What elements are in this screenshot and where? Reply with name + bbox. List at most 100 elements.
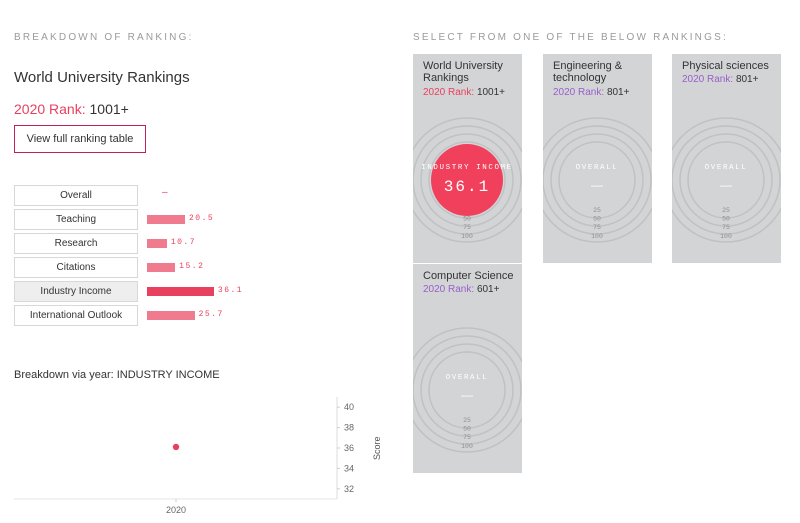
data-point (172, 443, 180, 451)
card-rank-year: 2020 Rank: (682, 74, 736, 85)
card-metric-label: INDUSTRY INCOME (421, 164, 513, 172)
y-tick-label: 36 (344, 443, 354, 453)
metric-value: 20.5 (189, 214, 215, 223)
metric-value: 25.7 (198, 310, 224, 319)
ranking-card[interactable]: World University Rankings 2020 Rank: 1001… (413, 54, 522, 263)
y-tick-label: 32 (344, 484, 354, 494)
ring-label: 25 (463, 417, 471, 424)
card-title: Engineering & technology (553, 60, 623, 84)
ring (543, 125, 652, 235)
card-metric-value: — (591, 178, 603, 192)
ring-label: 50 (593, 216, 601, 223)
y-tick-label: 34 (344, 463, 354, 473)
metric-value: 10.7 (170, 238, 197, 247)
ring-label: 25 (593, 207, 601, 214)
card-rank-value: 601+ (476, 284, 500, 295)
card-title: World University Rankings (423, 60, 503, 84)
card-title: Computer Science (423, 270, 514, 282)
ranking-card[interactable]: Computer Science 2020 Rank: 601+ OVERALL — 2… (413, 264, 522, 473)
ring (687, 141, 765, 219)
card-rank-year: 2020 Rank: (423, 87, 477, 98)
ring (558, 141, 636, 219)
card-rank: 2020 Rank: 1001+ (423, 87, 505, 98)
ranking-title: World University Rankings (14, 69, 190, 86)
card-metric-label: OVERALL (576, 164, 619, 172)
ring-label: 50 (463, 216, 471, 223)
card-rank-value: 801+ (735, 74, 759, 85)
ring-label: 75 (463, 434, 471, 441)
ranking-card[interactable]: Physical sciences 2020 Rank: 801+ OVERALL —… (672, 54, 781, 263)
ring (672, 125, 781, 235)
metric-row[interactable]: Citations 15.2 (14, 257, 274, 279)
view-full-ranking-table-button[interactable]: View full ranking table (14, 125, 146, 153)
rank-line: 2020 Rank: 1001+ (14, 101, 129, 117)
card-metric-value: 36.1 (444, 178, 490, 196)
metric-bar (147, 287, 214, 296)
ring (428, 141, 506, 219)
metric-label[interactable]: International Outlook (14, 305, 138, 326)
card-rank-year: 2020 Rank: (553, 87, 607, 98)
metric-bar (147, 311, 195, 320)
metric-label[interactable]: Overall (14, 185, 138, 206)
y-tick-label: 38 (344, 423, 354, 433)
ranking-card[interactable]: Engineering & technology 2020 Rank: 801+ O… (543, 54, 652, 263)
card-title: Physical sciences (682, 60, 769, 72)
ring-label: 100 (591, 233, 603, 240)
ring-label: 100 (461, 443, 473, 450)
card-metric-label: OVERALL (705, 164, 748, 172)
metric-row[interactable]: Industry Income 36.1 (14, 281, 274, 303)
metric-label[interactable]: Teaching (14, 209, 138, 230)
rank-year-label: 2020 Rank: (14, 101, 86, 117)
ring-label: 100 (720, 233, 732, 240)
metric-label[interactable]: Research (14, 233, 138, 254)
select-rankings-heading: SELECT FROM ONE OF THE BELOW RANKINGS: (413, 32, 728, 43)
metric-label[interactable]: Industry Income (14, 281, 138, 302)
score-circle (431, 144, 503, 216)
breakdown-heading: BREAKDOWN OF RANKING: (14, 32, 194, 43)
metric-label[interactable]: Citations (14, 257, 138, 278)
ring (672, 117, 781, 243)
y-axis-label: Score (372, 436, 382, 460)
ring (420, 133, 514, 227)
metric-row[interactable]: Research 10.7 (14, 233, 274, 255)
metric-bar (147, 263, 176, 272)
metric-row[interactable]: Overall – (14, 185, 274, 207)
metric-value: – (162, 187, 168, 198)
card-metric-value: — (720, 178, 732, 192)
card-rank-value: 1001+ (476, 87, 506, 98)
metric-bar (147, 215, 185, 224)
card-rank: 2020 Rank: 801+ (682, 74, 758, 85)
y-tick-label: 40 (344, 402, 354, 412)
ring-label: 75 (593, 224, 601, 231)
card-rank: 2020 Rank: 601+ (423, 284, 499, 295)
x-tick-label: 2020 (166, 505, 186, 515)
ring (413, 125, 522, 235)
metric-value: 15.2 (179, 262, 205, 271)
card-metric-label: OVERALL (446, 374, 489, 382)
ring (420, 343, 514, 437)
ring-label: 75 (463, 224, 471, 231)
ring-label: 100 (461, 233, 473, 240)
metric-bar (147, 239, 167, 248)
ring (413, 327, 522, 453)
ring-label: 75 (722, 224, 730, 231)
year-chart: 32 34 36 38 40 Score 2020 (14, 397, 382, 515)
ring (428, 351, 506, 429)
metric-row[interactable]: Teaching 20.5 (14, 209, 274, 231)
ring (550, 133, 644, 227)
card-rank: 2020 Rank: 801+ (553, 87, 629, 98)
metric-row[interactable]: International Outlook 25.7 (14, 305, 274, 327)
ring-label: 25 (722, 207, 730, 214)
ring (679, 133, 773, 227)
rank-value: 1001+ (89, 101, 129, 117)
ring (413, 117, 522, 243)
card-rank-year: 2020 Rank: (423, 284, 477, 295)
ring-label: 50 (463, 426, 471, 433)
ring (413, 335, 522, 445)
breakdown-year-title: Breakdown via year: INDUSTRY INCOME (14, 369, 220, 381)
card-rank-value: 801+ (606, 87, 630, 98)
